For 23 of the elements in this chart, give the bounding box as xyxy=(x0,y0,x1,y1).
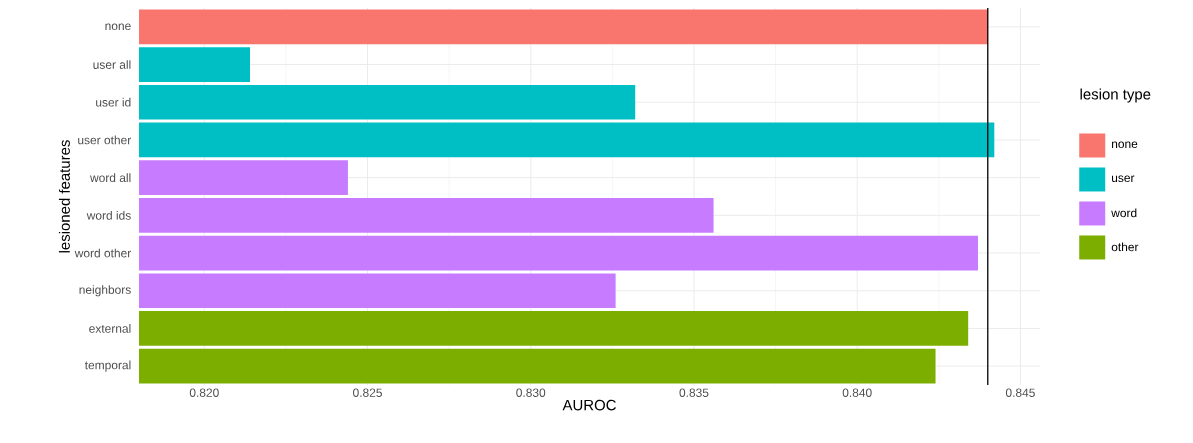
y-tick-label: user all xyxy=(93,60,131,69)
x-tick-label: 0.825 xyxy=(353,388,382,397)
y-tick-label: word ids xyxy=(86,210,131,220)
legend-label: user xyxy=(1112,175,1135,183)
legend-label: word xyxy=(1111,208,1137,218)
x-tick-label: 0.845 xyxy=(1005,388,1035,397)
x-tick-label: 0.820 xyxy=(189,388,219,397)
legend-label: other xyxy=(1111,242,1139,252)
x-tick-label: 0.835 xyxy=(679,388,709,397)
y-tick-label: user other xyxy=(78,135,132,145)
y-tick-label: external xyxy=(89,324,131,333)
legend-title: lesion type xyxy=(1080,88,1151,103)
y-tick-label: neighbors xyxy=(79,285,131,297)
y-axis-title: lesioned features xyxy=(58,140,70,253)
y-tick-label: word all xyxy=(90,173,131,183)
x-axis-title: AUROC xyxy=(562,399,616,411)
y-tick-label: temporal xyxy=(84,360,131,372)
x-tick-label: 0.840 xyxy=(842,388,872,397)
y-tick-label: word other xyxy=(74,248,132,258)
legend-label: none xyxy=(1112,141,1138,149)
y-tick-label: user id xyxy=(96,97,131,107)
x-tick-label: 0.830 xyxy=(516,388,546,397)
y-tick-label: none xyxy=(105,23,131,31)
